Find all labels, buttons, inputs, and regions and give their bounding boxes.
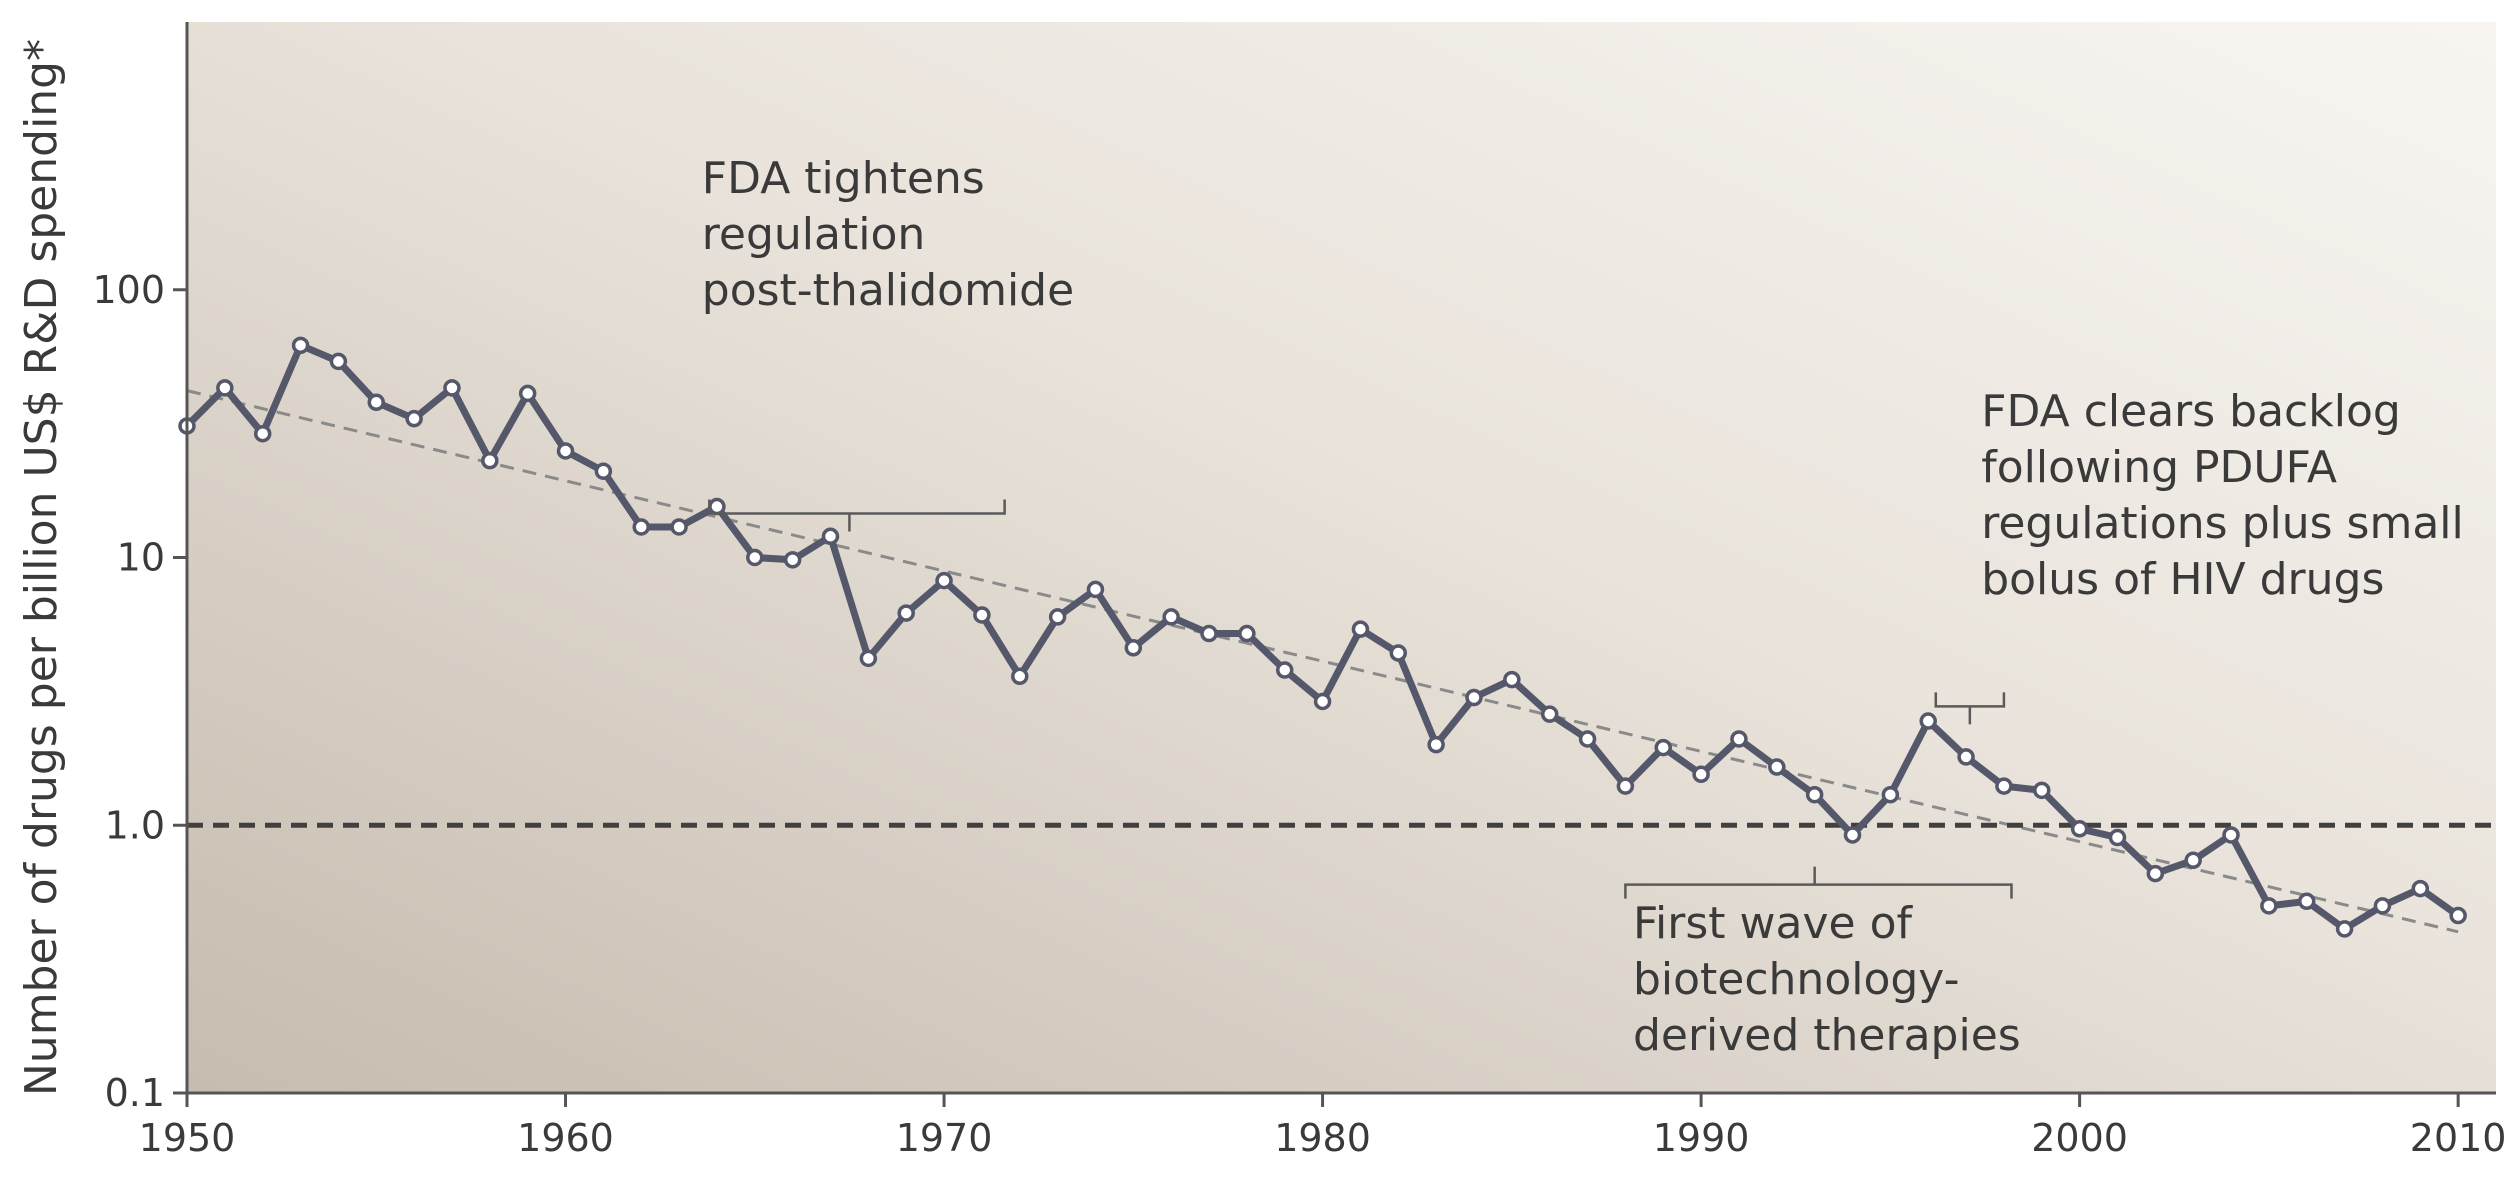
data-point bbox=[518, 384, 537, 403]
x-tick-label: 1990 bbox=[1653, 1116, 1750, 1160]
data-point bbox=[1086, 580, 1105, 599]
data-point bbox=[443, 379, 461, 397]
data-point bbox=[1048, 608, 1067, 626]
data-point bbox=[1843, 826, 1862, 844]
data-point bbox=[1465, 688, 1483, 707]
data-point bbox=[1578, 730, 1597, 748]
data-point bbox=[2449, 906, 2467, 925]
data-point bbox=[2184, 851, 2202, 870]
x-tick-label: 2010 bbox=[2410, 1116, 2507, 1160]
data-point bbox=[1275, 661, 1294, 679]
x-tick-label: 1960 bbox=[517, 1116, 614, 1160]
x-tick-label: 2000 bbox=[2031, 1116, 2128, 1160]
data-point bbox=[632, 518, 650, 536]
data-point bbox=[291, 336, 310, 355]
data-point bbox=[1995, 777, 2013, 795]
data-point bbox=[1351, 620, 1370, 638]
data-point bbox=[2146, 864, 2165, 883]
annotation-text-line: regulation bbox=[702, 209, 925, 260]
data-point bbox=[1200, 624, 1218, 643]
annotation-text-line: derived therapies bbox=[1633, 1010, 2021, 1061]
data-point bbox=[1768, 758, 1786, 776]
annotation-text-line: post-thalidomide bbox=[702, 265, 1074, 316]
data-point bbox=[2297, 892, 2316, 911]
annotation-text-line: biotechnology- bbox=[1633, 954, 1960, 1005]
data-point bbox=[935, 571, 953, 590]
annotation-text-line: FDA tightens bbox=[702, 153, 985, 204]
y-tick-label: 100 bbox=[92, 268, 165, 312]
y-tick-label: 10 bbox=[117, 536, 165, 580]
data-point bbox=[821, 527, 840, 546]
data-point bbox=[783, 551, 802, 569]
data-point bbox=[1919, 712, 1937, 730]
y-axis-title: Number of drugs per billion US$ R&D spen… bbox=[16, 39, 67, 1096]
data-point bbox=[1730, 730, 1748, 748]
y-tick-label: 1.0 bbox=[105, 803, 165, 847]
axes-layer: 1950 1960 1970 1980 1990 2000 2010 0.1 1.0 10 100 bbox=[92, 22, 2507, 1160]
annotations-layer: FDA tightensregulationpost-thalidomideFD… bbox=[702, 153, 2464, 1061]
x-tick-label: 1970 bbox=[896, 1116, 993, 1160]
data-point bbox=[897, 604, 915, 622]
data-point bbox=[367, 393, 386, 412]
data-point bbox=[2108, 828, 2127, 847]
data-point bbox=[1124, 639, 1143, 657]
data-point bbox=[1427, 735, 1445, 754]
trend-line-layer bbox=[186, 389, 2459, 934]
annotation-text-line: regulations plus small bbox=[1981, 498, 2464, 549]
data-point bbox=[2411, 879, 2430, 898]
data-point bbox=[670, 518, 688, 536]
data-point bbox=[2033, 781, 2051, 800]
data-point bbox=[2070, 820, 2089, 838]
annotation-bracket bbox=[1624, 883, 2013, 899]
trend-line bbox=[186, 389, 2459, 934]
data-point bbox=[405, 409, 423, 428]
data-point bbox=[1540, 705, 1559, 723]
data-point bbox=[1162, 608, 1180, 626]
annotation-text-line: First wave of bbox=[1633, 898, 1914, 949]
data-point bbox=[1389, 644, 1408, 662]
data-point bbox=[594, 462, 613, 480]
annotation-text-line: following PDUFA bbox=[1981, 442, 2337, 493]
data-point bbox=[1654, 738, 1672, 757]
data-point bbox=[556, 442, 575, 460]
data-point bbox=[708, 497, 726, 516]
data-point bbox=[1692, 765, 1710, 784]
data-point bbox=[2335, 920, 2354, 938]
data-point bbox=[1957, 748, 1975, 766]
data-point bbox=[1881, 785, 1900, 804]
data-point bbox=[1805, 785, 1824, 804]
data-point bbox=[2260, 897, 2278, 915]
data-point bbox=[859, 649, 878, 668]
data-point bbox=[253, 424, 272, 443]
x-tick-label: 1980 bbox=[1274, 1116, 1371, 1160]
data-point bbox=[216, 379, 234, 397]
data-point bbox=[973, 606, 991, 624]
data-point bbox=[1616, 777, 1635, 795]
data-point bbox=[481, 451, 499, 470]
series-layer bbox=[178, 336, 2467, 938]
annotation-bracket bbox=[708, 499, 1006, 515]
plot-background bbox=[187, 22, 2496, 1093]
data-point bbox=[1503, 670, 1521, 689]
x-tick-label: 1950 bbox=[139, 1116, 236, 1160]
data-point bbox=[746, 548, 764, 567]
annotation-text-line: bolus of HIV drugs bbox=[1981, 554, 2384, 605]
y-tick-label: 0.1 bbox=[105, 1071, 165, 1115]
data-point bbox=[2222, 826, 2240, 844]
data-point bbox=[1238, 624, 1256, 643]
annotation-text-line: FDA clears backlog bbox=[1981, 386, 2401, 437]
data-point bbox=[2373, 897, 2392, 915]
data-point bbox=[329, 352, 348, 371]
data-point bbox=[1011, 667, 1029, 686]
data-point bbox=[1313, 692, 1332, 711]
